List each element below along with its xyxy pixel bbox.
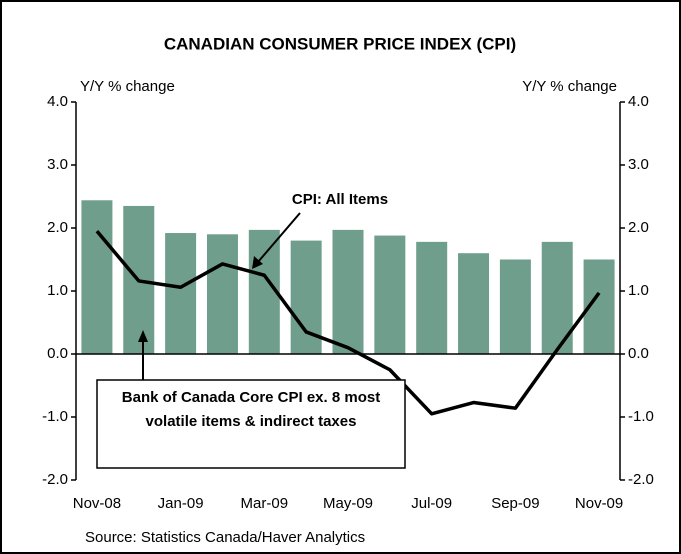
bar bbox=[165, 233, 197, 354]
bar bbox=[332, 229, 364, 354]
source: Source: Statistics Canada/Haver Analytic… bbox=[85, 529, 365, 546]
x-tick-label: May-09 bbox=[323, 495, 373, 512]
y2-tick-label: 1.0 bbox=[628, 282, 649, 299]
bar bbox=[206, 234, 238, 354]
y-axis-label: Y/Y % change bbox=[80, 78, 175, 95]
y-tick-label: -2.0 bbox=[42, 471, 68, 488]
y-tick-label: 4.0 bbox=[47, 93, 68, 110]
x-tick-label: Nov-08 bbox=[73, 495, 121, 512]
bar bbox=[416, 241, 448, 354]
x-tick-label: Jan-09 bbox=[158, 495, 204, 512]
arrow bbox=[257, 212, 301, 263]
x-tick-label: Jul-09 bbox=[411, 495, 452, 512]
chart-title: CANADIAN CONSUMER PRICE INDEX (CPI) bbox=[164, 34, 516, 53]
line bbox=[95, 230, 601, 416]
y-tick-label: -1.0 bbox=[42, 408, 68, 425]
x-tick-label: Nov-09 bbox=[575, 495, 623, 512]
y-tick-label: 1.0 bbox=[47, 282, 68, 299]
y-tick-label: 2.0 bbox=[47, 219, 68, 236]
x-tick-label: Sep-09 bbox=[491, 495, 539, 512]
x-tick-label: Mar-09 bbox=[241, 495, 289, 512]
bar bbox=[374, 235, 406, 354]
y-tick-label: 0.0 bbox=[47, 345, 68, 362]
legend-box bbox=[96, 379, 406, 469]
y2-tick-label: 0.0 bbox=[628, 345, 649, 362]
legend-label: CPI: All Items bbox=[292, 191, 388, 208]
bar bbox=[81, 200, 113, 354]
y2-tick-label: -2.0 bbox=[628, 471, 654, 488]
bar bbox=[458, 253, 490, 354]
y2-tick-label: 2.0 bbox=[628, 219, 649, 236]
y2-tick-label: -1.0 bbox=[628, 408, 654, 425]
arrow-head bbox=[138, 330, 148, 342]
bar bbox=[499, 259, 531, 354]
y2-axis-label: Y/Y % change bbox=[522, 78, 617, 95]
arrow-head bbox=[252, 256, 263, 269]
y-tick-label: 3.0 bbox=[47, 156, 68, 173]
legend-text-box: Bank of Canada Core CPI ex. 8 most volat… bbox=[121, 389, 381, 430]
legend-label: Bank of Canada Core CPI ex. 8 most volat… bbox=[121, 389, 381, 430]
y2-tick-label: 3.0 bbox=[628, 156, 649, 173]
y2-tick-label: 4.0 bbox=[628, 93, 649, 110]
